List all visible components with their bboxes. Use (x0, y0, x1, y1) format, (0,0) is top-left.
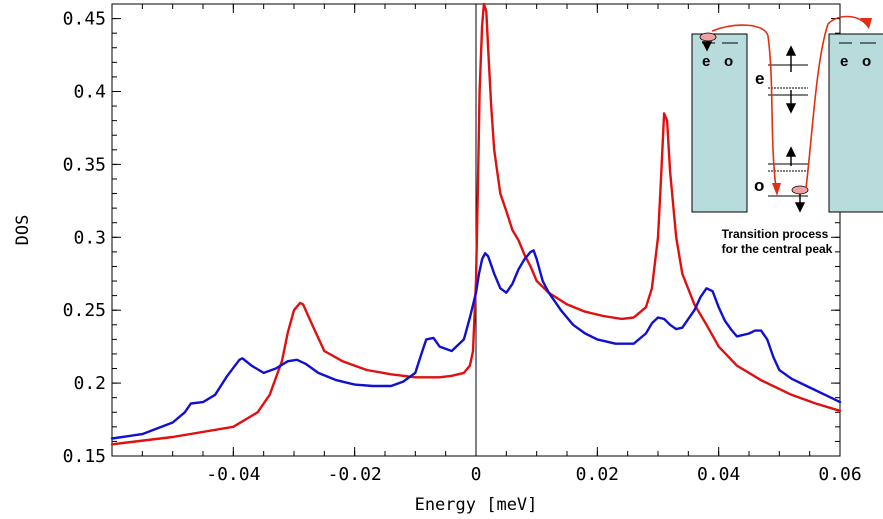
right-lead-label-o: o (862, 53, 871, 70)
y-tick-label: 0.4 (73, 81, 106, 102)
y-tick-label: 0.35 (63, 154, 106, 175)
y-tick-label: 0.15 (63, 446, 106, 467)
inset-caption-line1: Transition process (722, 227, 829, 241)
tick-labels: -0.04 -0.02 0 0.02 0.04 0.06 0.15 0.2 0.25 0.3 0.3… (63, 9, 862, 485)
y-tick-label: 0.3 (73, 227, 106, 248)
x-tick-label: 0.02 (576, 464, 619, 485)
electron-left (699, 32, 717, 42)
x-tick-label: -0.04 (206, 464, 260, 485)
series-line-red (110, 2, 842, 446)
y-tick-label: 0.25 (63, 300, 106, 321)
spin-arrows (701, 34, 806, 213)
y-tick-label: 0.45 (63, 9, 106, 30)
left-lead-label-o: o (724, 53, 733, 70)
transition-arrows (711, 15, 867, 189)
x-axis-title: Energy [meV] (415, 495, 538, 515)
x-tick-label: 0 (471, 464, 482, 485)
right-lead (828, 33, 883, 213)
dot-label-e: e (755, 69, 764, 88)
transition-inset: e o e o e o Transition (691, 15, 883, 256)
series-layer (110, 2, 842, 446)
transition-arrowhead-right (860, 18, 872, 29)
y-tick-label: 0.2 (73, 373, 106, 394)
left-lead-label-e: e (702, 53, 710, 70)
electron-dot (791, 185, 809, 195)
inset-caption-line2: for the central peak (722, 242, 833, 256)
left-lead (691, 33, 748, 213)
series-line-blue (110, 249, 842, 440)
right-lead-label-e: e (840, 53, 848, 70)
x-tick-label: -0.02 (328, 464, 382, 485)
x-tick-label: 0.06 (818, 464, 861, 485)
dot-label-o: o (754, 176, 764, 195)
y-axis-title: DOS (13, 215, 33, 246)
transition-arrowhead-down (772, 183, 781, 196)
x-tick-label: 0.04 (697, 464, 740, 485)
